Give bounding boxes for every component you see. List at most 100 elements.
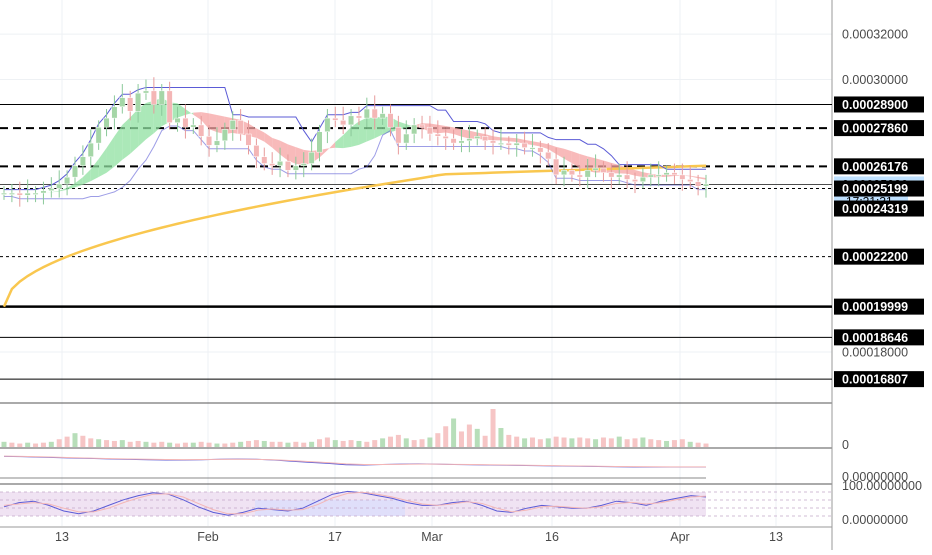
candle-body: [695, 182, 701, 187]
volume-bar: [2, 442, 7, 447]
volume-bar: [364, 442, 369, 447]
volume-bar: [546, 438, 551, 447]
price-tick-label: 0.00030000: [842, 73, 908, 87]
candle-body: [41, 191, 47, 193]
cloud-segment: [272, 138, 280, 155]
cloud-segment: [635, 170, 643, 177]
level-label: 0.00019999: [842, 300, 908, 314]
volume-bar: [459, 431, 464, 447]
level-label: 0.00028900: [842, 98, 908, 112]
candle-body: [206, 136, 212, 145]
stochastic-lines: [0, 491, 832, 516]
volume-bar: [199, 442, 204, 447]
candle-body: [506, 143, 512, 145]
volume-bar: [443, 426, 448, 447]
level-label: 0.00027860: [842, 122, 908, 136]
volume-bar: [396, 435, 401, 447]
volume-bar: [191, 443, 196, 447]
candle-body: [293, 166, 299, 171]
volume-bar: [49, 442, 54, 447]
candle-body: [104, 118, 110, 127]
candle-body: [632, 179, 638, 181]
cloud-segment: [367, 118, 375, 142]
candle-body: [25, 193, 31, 195]
candle-body: [88, 143, 94, 157]
volume-bar: [498, 428, 503, 447]
cloud-segment: [446, 126, 454, 134]
candle-body: [49, 189, 55, 191]
cloud-segment: [327, 142, 335, 150]
candle-body: [656, 175, 662, 177]
cloud-segment: [461, 129, 469, 138]
candle-body: [601, 168, 607, 173]
volume-bar: [475, 429, 480, 447]
candle-body: [538, 148, 544, 153]
cloud-segment: [532, 141, 540, 146]
cloud-segment: [493, 136, 501, 140]
stoch-tick-label-top: 100.00000000: [842, 479, 922, 493]
volume-bar: [506, 435, 511, 447]
volume-bar: [238, 442, 243, 447]
time-tick-label: Mar: [421, 530, 443, 544]
volume-bar: [420, 439, 425, 447]
volume-bar: [214, 444, 219, 447]
volume-bar: [270, 442, 275, 447]
volume-bar: [617, 437, 622, 447]
level-label: 0.00022200: [842, 250, 908, 264]
candle-body: [340, 120, 346, 125]
volume-bar: [151, 443, 156, 447]
candle-body: [277, 161, 283, 166]
volume-bar: [672, 440, 677, 447]
cloud-segment: [178, 103, 186, 117]
candle-body: [435, 134, 441, 136]
cloud-segment: [91, 159, 99, 181]
price-tick-label: 0.00018000: [842, 346, 908, 360]
candle-body: [648, 175, 654, 177]
moving-average: [4, 166, 706, 307]
candle-body: [498, 143, 504, 145]
candle-body: [325, 118, 331, 132]
cloud-segment: [185, 109, 193, 115]
candle-body: [364, 109, 370, 118]
volume-bar: [183, 443, 188, 447]
candle-body: [9, 193, 15, 195]
cloud-segment: [146, 101, 154, 140]
candle-body: [545, 152, 551, 159]
price-axis: 0.000289000.000278600.000261760.00025380…: [834, 28, 924, 527]
candle-body: [356, 116, 362, 118]
candle-body: [348, 116, 354, 125]
candle-body: [522, 143, 528, 148]
candle-body: [396, 127, 402, 143]
candle-body: [191, 125, 197, 127]
ma-line: [4, 166, 706, 307]
candle-body: [246, 134, 252, 145]
volume-bar: [9, 443, 14, 447]
volume-bar: [25, 443, 30, 447]
level-label: 0.00026176: [842, 160, 908, 174]
candle-body: [703, 184, 709, 186]
volume-bar: [112, 441, 117, 447]
volume-bar: [648, 439, 653, 447]
candle-body: [577, 175, 583, 177]
candle-body: [269, 164, 275, 166]
cloud-segment: [75, 177, 83, 187]
candle-body: [238, 120, 244, 134]
volume-bar: [207, 443, 212, 447]
candle-body: [175, 118, 181, 123]
cloud-segment: [193, 112, 201, 120]
candle-body: [404, 134, 410, 143]
volume-bar: [688, 442, 693, 447]
candle-body: [301, 164, 307, 166]
volume-tick-label: 0: [842, 438, 849, 452]
candle-body: [593, 168, 599, 170]
volume-bar: [301, 443, 306, 447]
candle-body: [569, 170, 575, 175]
volume-bar: [404, 438, 409, 447]
volume-bar: [349, 440, 354, 447]
volume-bar: [633, 438, 638, 447]
time-tick-label: 13: [769, 530, 783, 544]
volume-bar: [356, 441, 361, 447]
candle-body: [143, 91, 149, 93]
